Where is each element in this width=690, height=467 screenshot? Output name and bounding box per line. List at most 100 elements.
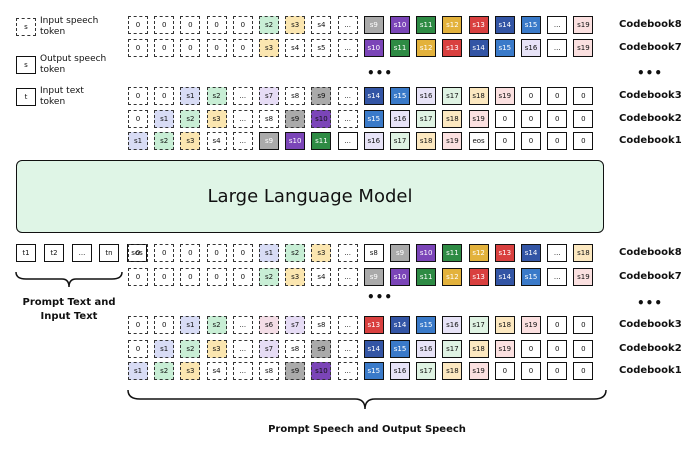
input-token: s2 (206, 316, 227, 334)
legend-output-speech-label: Output speech token (40, 54, 107, 75)
output-token: s3 (180, 132, 201, 150)
input-token: 0 (154, 268, 175, 286)
input-token: s16 (416, 340, 437, 358)
prompt-speech-caption: Prompt Speech and Output Speech (268, 424, 466, 435)
output-token: 0 (180, 39, 201, 57)
output-token: 0 (128, 110, 148, 128)
legend-input-text-sample: t (16, 88, 36, 106)
output-token: s2 (154, 132, 175, 150)
large-language-model-box: Large Language Model (16, 160, 604, 233)
prompt-text-caption: Prompt Text and Input Text (22, 297, 116, 322)
input-token: s13 (468, 268, 489, 286)
output-token: s14 (363, 87, 384, 105)
input-token: s17 (442, 340, 463, 358)
input-token: s12 (442, 268, 463, 286)
output-token: s12 (416, 39, 437, 57)
text-token: tn (99, 244, 119, 262)
output-token: s11 (390, 39, 410, 57)
input-token: s8 (285, 340, 306, 358)
input-token: s2 (154, 362, 175, 380)
output-codebook-label: Codebook8 (619, 19, 682, 30)
output-token: 0 (573, 87, 594, 105)
output-token: eos (468, 132, 489, 150)
input-token: 0 (128, 316, 148, 334)
input-token: s1 (128, 362, 148, 380)
output-token: ... (337, 87, 358, 105)
input-token: 0 (547, 316, 568, 334)
text-token: ... (72, 244, 92, 262)
output-codebook-label: Codebook1 (619, 135, 682, 146)
output-token: s16 (521, 39, 541, 57)
llm-label: Large Language Model (207, 186, 413, 207)
output-token: s19 (494, 87, 515, 105)
output-token: 0 (154, 16, 175, 34)
output-token: s17 (390, 132, 410, 150)
input-token: 0 (573, 316, 594, 334)
output-token: 0 (128, 87, 148, 105)
output-token: s19 (468, 110, 489, 128)
input-token: s3 (180, 362, 201, 380)
output-token: s9 (363, 16, 384, 34)
output-token: ... (232, 87, 253, 105)
input-token: 0 (547, 340, 568, 358)
input-token: s9 (311, 340, 332, 358)
bottom-codebook-ellipsis: ••• (637, 296, 664, 310)
output-token: 0 (573, 110, 594, 128)
output-token: ... (232, 110, 253, 128)
input-token: s7 (259, 340, 279, 358)
input-token: s9 (363, 268, 384, 286)
output-token: s10 (390, 16, 410, 34)
output-token: s13 (442, 39, 463, 57)
output-token: s10 (363, 39, 384, 57)
input-token: s18 (442, 362, 463, 380)
input-token: s18 (573, 244, 594, 262)
output-token: s7 (259, 87, 279, 105)
input-codebook-label: Codebook7 (619, 271, 682, 282)
input-codebook-label: Codebook8 (619, 247, 682, 258)
output-token: s17 (442, 87, 463, 105)
output-token: s3 (259, 39, 279, 57)
input-token: s4 (311, 268, 332, 286)
input-token: s3 (311, 244, 332, 262)
input-token: 0 (154, 244, 175, 262)
input-token: s19 (494, 340, 515, 358)
output-codebook-label: Codebook3 (619, 90, 682, 101)
input-token: 0 (180, 268, 201, 286)
output-token: s2 (259, 16, 279, 34)
input-token: ... (337, 244, 358, 262)
input-token: 0 (128, 268, 148, 286)
output-token: s4 (311, 16, 332, 34)
output-token: s11 (416, 16, 437, 34)
output-token: 0 (521, 87, 541, 105)
input-token: 0 (521, 340, 541, 358)
input-token: s6 (259, 316, 279, 334)
input-token: s3 (285, 268, 306, 286)
output-token: ... (547, 39, 568, 57)
output-token: s18 (468, 87, 489, 105)
input-token: s17 (416, 362, 437, 380)
input-token: ... (337, 268, 358, 286)
input-token: s15 (390, 340, 410, 358)
output-token: s18 (416, 132, 437, 150)
top-codebook-ellipsis: ••• (637, 66, 664, 80)
input-token: s12 (468, 244, 489, 262)
legend-input-speech-label: Input speech token (40, 16, 99, 37)
output-token: 0 (128, 39, 148, 57)
output-token: s9 (285, 110, 306, 128)
output-token: s10 (311, 110, 332, 128)
input-codebook-label: Codebook2 (619, 343, 682, 354)
input-token: 0 (547, 362, 568, 380)
output-token: s11 (311, 132, 332, 150)
output-token: 0 (206, 39, 227, 57)
output-token: s18 (442, 110, 463, 128)
output-token: ... (337, 39, 358, 57)
output-token: s13 (468, 16, 489, 34)
input-token: s14 (363, 340, 384, 358)
input-token: s9 (285, 362, 306, 380)
output-token: 0 (232, 16, 253, 34)
legend-input-text-label: Input text token (40, 86, 84, 107)
output-token: s16 (416, 87, 437, 105)
output-token: s15 (521, 16, 541, 34)
output-token: s2 (180, 110, 201, 128)
legend-input-speech-sample: s (16, 18, 36, 36)
